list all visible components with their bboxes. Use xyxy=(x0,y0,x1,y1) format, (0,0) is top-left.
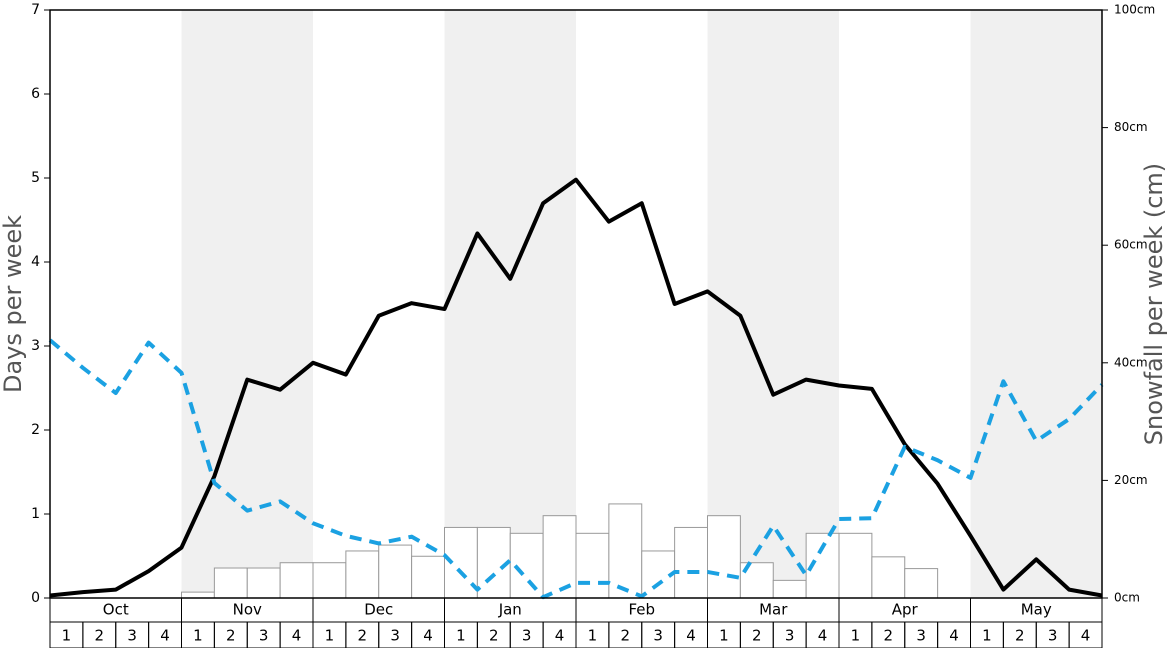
week-label: 3 xyxy=(259,627,269,645)
month-label: Oct xyxy=(103,601,129,619)
week-label: 3 xyxy=(653,627,663,645)
y-tick-label: 2 xyxy=(31,422,40,438)
snowfall-bar xyxy=(542,515,577,599)
week-label: 2 xyxy=(1015,627,1025,645)
month-label: Nov xyxy=(233,601,262,619)
month-label: Mar xyxy=(759,601,788,619)
week-label: 2 xyxy=(884,627,894,645)
snowfall-bar xyxy=(838,532,873,599)
week-label: 3 xyxy=(785,627,795,645)
y2-tick-label: 60cm xyxy=(1114,238,1148,252)
week-label: 4 xyxy=(1081,627,1091,645)
week-label: 3 xyxy=(916,627,926,645)
month-label: Apr xyxy=(892,601,919,619)
week-cell xyxy=(1068,621,1103,648)
snowfall-bar xyxy=(411,555,445,599)
week-label: 2 xyxy=(358,627,368,645)
week-label: 4 xyxy=(818,627,828,645)
month-shade xyxy=(970,10,1102,598)
y-tick-label: 4 xyxy=(31,254,40,270)
y2-tick-label: 80cm xyxy=(1114,120,1148,134)
week-label: 4 xyxy=(555,627,565,645)
month-shade xyxy=(444,10,576,598)
week-label: 3 xyxy=(1048,627,1058,645)
week-label: 2 xyxy=(226,627,236,645)
month-label: Feb xyxy=(628,601,655,619)
snowfall-bar xyxy=(312,562,347,599)
week-label: 4 xyxy=(160,627,170,645)
snowfall-bar xyxy=(345,550,380,599)
snowfall-bar xyxy=(707,515,741,599)
month-shade xyxy=(707,10,839,598)
snowfall-bar xyxy=(772,579,807,599)
y-axis-label: Days per week xyxy=(0,215,27,393)
week-label: 1 xyxy=(851,627,861,645)
y-tick-label: 5 xyxy=(31,170,40,186)
week-label: 1 xyxy=(719,627,729,645)
week-label: 2 xyxy=(752,627,762,645)
week-label: 4 xyxy=(686,627,696,645)
week-label: 3 xyxy=(127,627,137,645)
snowfall-bar xyxy=(575,532,610,599)
y-tick-label: 3 xyxy=(31,338,40,354)
snowfall-bar xyxy=(246,567,281,599)
month-label: Dec xyxy=(364,601,393,619)
snowfall-bar xyxy=(213,567,248,599)
week-label: 1 xyxy=(588,627,598,645)
week-label: 4 xyxy=(292,627,302,645)
y2-tick-label: 0cm xyxy=(1114,591,1140,605)
month-label: Jan xyxy=(498,601,522,619)
snowfall-bar xyxy=(904,568,939,599)
week-label: 2 xyxy=(95,627,105,645)
week-label: 4 xyxy=(949,627,959,645)
y2-tick-label: 40cm xyxy=(1114,355,1148,369)
week-label: 2 xyxy=(489,627,499,645)
week-label: 1 xyxy=(325,627,335,645)
background xyxy=(181,10,1102,598)
y2-axis-label: Snowfall per week (cm) xyxy=(1140,163,1168,445)
snowfall-bar xyxy=(608,503,643,599)
y-tick-label: 7 xyxy=(31,2,40,18)
week-label: 1 xyxy=(982,627,992,645)
week-label: 3 xyxy=(390,627,400,645)
week-label: 1 xyxy=(193,627,203,645)
y2-tick-label: 20cm xyxy=(1114,473,1148,487)
week-label: 1 xyxy=(62,627,72,645)
y2-tick-label: 100cm xyxy=(1114,3,1155,17)
month-label: May xyxy=(1021,601,1052,619)
week-label: 4 xyxy=(423,627,433,645)
y-tick-label: 0 xyxy=(31,590,40,606)
snowfall-bar xyxy=(279,562,314,599)
snowfall-bar xyxy=(674,526,708,599)
y-tick-label: 1 xyxy=(31,506,40,522)
week-label: 2 xyxy=(621,627,631,645)
snowfall-bar xyxy=(378,544,413,599)
line-series xyxy=(49,177,1103,598)
snowfall-bar xyxy=(181,591,215,599)
y-tick-label: 6 xyxy=(31,86,40,102)
week-label: 1 xyxy=(456,627,466,645)
week-label: 3 xyxy=(522,627,532,645)
snowfall-bar xyxy=(871,556,906,599)
